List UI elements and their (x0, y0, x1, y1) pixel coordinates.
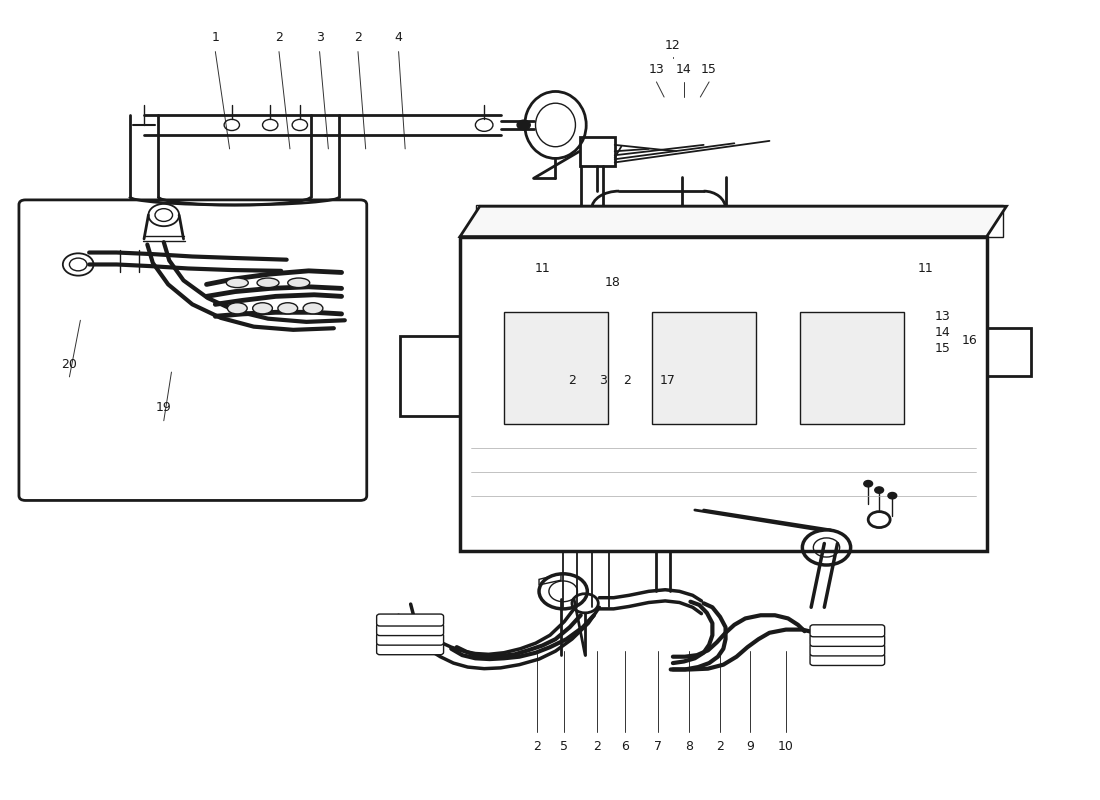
Text: 5: 5 (560, 740, 569, 754)
Text: 11: 11 (535, 262, 550, 275)
Text: 2: 2 (354, 30, 362, 44)
Bar (652, 312, 757, 424)
FancyBboxPatch shape (810, 654, 884, 666)
Circle shape (888, 493, 896, 499)
Text: 2: 2 (568, 374, 576, 386)
Circle shape (517, 120, 530, 130)
Text: 2: 2 (716, 740, 724, 754)
Text: 14: 14 (676, 62, 692, 76)
FancyBboxPatch shape (376, 624, 443, 635)
Text: 14: 14 (935, 326, 950, 338)
Ellipse shape (227, 278, 249, 287)
FancyBboxPatch shape (810, 625, 884, 637)
Text: 2: 2 (593, 740, 601, 754)
Ellipse shape (304, 302, 323, 314)
Text: 15: 15 (935, 342, 950, 354)
Text: 4: 4 (395, 30, 403, 44)
Text: 16: 16 (961, 334, 977, 346)
Text: 3: 3 (316, 30, 323, 44)
Text: 10: 10 (778, 740, 794, 754)
Text: 1: 1 (211, 30, 219, 44)
Ellipse shape (253, 302, 273, 314)
Text: 7: 7 (653, 740, 661, 754)
Bar (800, 312, 904, 424)
Text: 12: 12 (666, 38, 681, 52)
Text: 13: 13 (649, 62, 664, 76)
Polygon shape (476, 205, 1003, 237)
Text: 15: 15 (701, 62, 717, 76)
Ellipse shape (228, 302, 248, 314)
Ellipse shape (257, 278, 279, 287)
Bar (504, 312, 608, 424)
FancyBboxPatch shape (810, 634, 884, 646)
Circle shape (864, 481, 872, 487)
Text: 3: 3 (598, 374, 606, 386)
Text: 2: 2 (532, 740, 541, 754)
Polygon shape (460, 206, 1006, 237)
Text: 20: 20 (62, 358, 77, 370)
FancyBboxPatch shape (376, 614, 443, 626)
Text: 6: 6 (620, 740, 628, 754)
Text: 2: 2 (623, 374, 630, 386)
Text: 8: 8 (685, 740, 693, 754)
Text: eurospares: eurospares (154, 326, 331, 378)
Text: 17: 17 (660, 374, 675, 386)
Text: eurospares: eurospares (681, 422, 858, 474)
FancyBboxPatch shape (460, 237, 987, 551)
FancyBboxPatch shape (810, 644, 884, 656)
FancyBboxPatch shape (376, 633, 443, 645)
FancyBboxPatch shape (19, 200, 366, 501)
Circle shape (874, 487, 883, 494)
Text: 18: 18 (605, 275, 620, 289)
Text: 9: 9 (746, 740, 754, 754)
Ellipse shape (288, 278, 310, 287)
Text: 13: 13 (935, 310, 950, 322)
Text: 11: 11 (917, 262, 933, 275)
Ellipse shape (278, 302, 298, 314)
Text: 19: 19 (156, 402, 172, 414)
Text: 2: 2 (275, 30, 283, 44)
FancyBboxPatch shape (376, 642, 443, 654)
